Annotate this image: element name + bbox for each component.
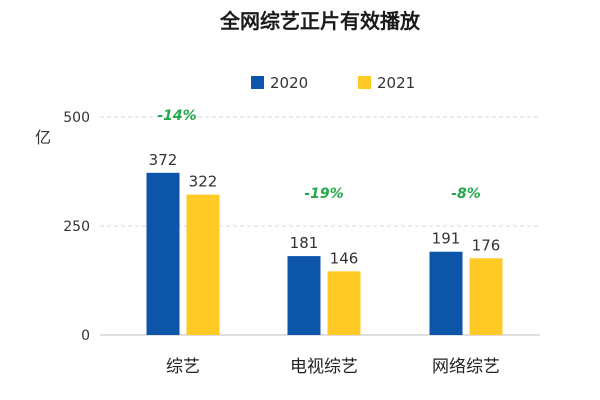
y-tick-label: 250 [63, 219, 90, 235]
chart-title: 全网综艺正片有效播放 [219, 9, 421, 33]
bar-2020-1 [287, 256, 321, 335]
y-tick-label: 500 [63, 110, 90, 126]
value-label-2020-1: 181 [290, 234, 319, 252]
category-label: 网络综艺 [432, 357, 500, 377]
value-label-2021-0: 322 [189, 173, 218, 191]
value-label-2021-2: 176 [472, 236, 501, 254]
bar-2020-2 [429, 251, 463, 335]
value-labels: 372 181 191 322 146 176 [149, 151, 501, 268]
legend-label-2021: 2021 [377, 74, 415, 92]
legend: 2020 2021 [251, 74, 415, 92]
category-label: 综艺 [166, 357, 200, 377]
change-annotation: -8% [451, 186, 481, 202]
change-annotation: -14% [157, 108, 196, 124]
change-annotation: -19% [304, 186, 343, 202]
value-label-2021-1: 146 [330, 249, 359, 267]
bar-2020-0 [146, 172, 180, 335]
legend-swatch-2020 [251, 76, 264, 89]
change-annotations: -14% -19% -8% [157, 108, 480, 202]
bar-2021-0 [186, 194, 220, 335]
bar-2021-2 [469, 258, 503, 335]
legend-label-2020: 2020 [270, 74, 308, 92]
legend-swatch-2021 [358, 76, 371, 89]
y-axis: 0 250 500 [63, 110, 90, 344]
bars [146, 172, 503, 335]
value-label-2020-0: 372 [149, 151, 178, 169]
category-labels: 综艺 电视综艺 网络综艺 [166, 357, 500, 377]
category-label: 电视综艺 [290, 357, 358, 377]
y-axis-unit: 亿 [35, 128, 51, 147]
value-label-2020-2: 191 [432, 230, 461, 248]
y-tick-label: 0 [81, 328, 90, 344]
bar-2021-1 [327, 271, 361, 335]
